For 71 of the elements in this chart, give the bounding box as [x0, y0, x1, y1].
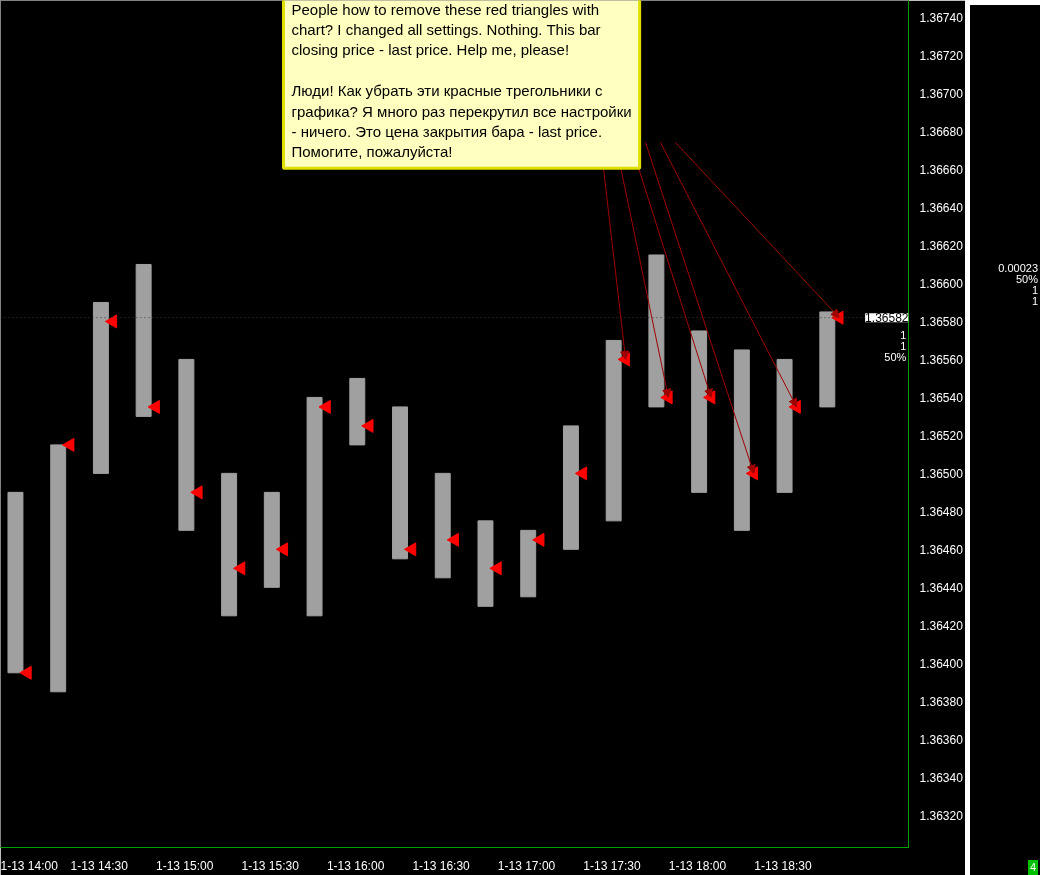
bar	[221, 472, 238, 617]
x-tick-label: 1-13 15:00	[156, 858, 214, 873]
point	[233, 561, 246, 576]
text: 4	[1027, 860, 1038, 875]
bar	[776, 358, 793, 493]
x-tick-label: 1-13 17:00	[497, 858, 556, 873]
point	[19, 665, 32, 680]
bar	[306, 396, 323, 617]
bar	[562, 425, 579, 550]
x-tick-label: 1-13 18:30	[754, 858, 812, 873]
point	[574, 466, 588, 481]
y-tick-label: 1.36560	[919, 352, 964, 367]
y-tick-label: 1.36340	[919, 770, 964, 785]
bar	[477, 520, 494, 607]
bar	[135, 263, 152, 417]
point	[318, 399, 331, 414]
ref-line-label: 1.36582	[865, 311, 909, 326]
point	[446, 532, 459, 547]
bar	[50, 444, 67, 693]
y-tick-label: 1.36400	[919, 656, 964, 671]
bar	[7, 491, 24, 674]
point	[532, 532, 545, 547]
text: 0.00023 50% 1 1	[998, 262, 1038, 307]
bar	[691, 330, 708, 493]
y-tick-label: 1.36620	[919, 238, 964, 253]
bar	[520, 529, 537, 598]
y-tick-label: 1.36520	[919, 428, 964, 443]
bar	[92, 301, 109, 474]
point	[403, 542, 417, 557]
x-tick-label: 1-13 14:00	[0, 858, 59, 873]
y-tick-label: 1.36740	[919, 11, 964, 26]
point	[104, 314, 118, 329]
point	[62, 437, 75, 452]
y-tick-label: 1.36380	[919, 694, 964, 709]
y-tick-label: 1.36680	[919, 125, 964, 140]
x-tick-label: 1-13 16:30	[412, 858, 471, 873]
y-tick-label: 1.36700	[919, 87, 964, 102]
y-tick-label: 1.36600	[919, 276, 964, 291]
point	[147, 399, 160, 414]
bar	[263, 491, 280, 588]
y-tick-label: 1.36720	[919, 49, 964, 64]
bar	[349, 377, 366, 446]
y-tick-label: 1.36580	[919, 314, 964, 329]
y-tick-label: 1.36360	[919, 732, 964, 747]
y-tick-label: 1.36480	[919, 504, 964, 519]
x-tick-label: 1-13 16:00	[326, 858, 385, 873]
text: People how to remove these red triangles with chart? I changed all settings. Nothing. This bar closing price - last price. Help me, please! Люди! Как убрать эти красные трегольники с графика? Я много раз перекрутил все настройки - ничего. Это цена закрытия бара - last price. Помогите, пожалуйста!	[291, 0, 632, 161]
bar	[819, 311, 836, 408]
point	[275, 542, 289, 557]
x-tick-label: 1-13 14:30	[70, 858, 129, 873]
point	[489, 561, 502, 576]
y-tick-label: 1.36420	[919, 618, 964, 633]
bar	[392, 406, 408, 560]
x-tick-label: 1-13 18:00	[668, 858, 727, 873]
y-tick-label: 1.36660	[919, 163, 964, 178]
bar	[733, 349, 750, 531]
x-tick-label: 1-13 17:30	[583, 858, 642, 873]
text: 1 1 50%	[884, 329, 907, 363]
bar	[648, 254, 665, 408]
y-tick-label: 1.36640	[919, 201, 964, 215]
y-tick-label: 1.36500	[919, 466, 964, 481]
y-tick-label: 1.36540	[919, 390, 964, 405]
bar	[605, 339, 622, 522]
x-tick-label: 1-13 15:30	[241, 858, 300, 873]
y-tick-label: 1.36440	[919, 580, 964, 595]
point	[190, 485, 203, 500]
point	[361, 418, 374, 433]
bar	[434, 472, 451, 579]
y-tick-label: 1.36320	[919, 808, 964, 823]
bar	[178, 358, 195, 531]
y-tick-label: 1.36460	[919, 542, 964, 557]
